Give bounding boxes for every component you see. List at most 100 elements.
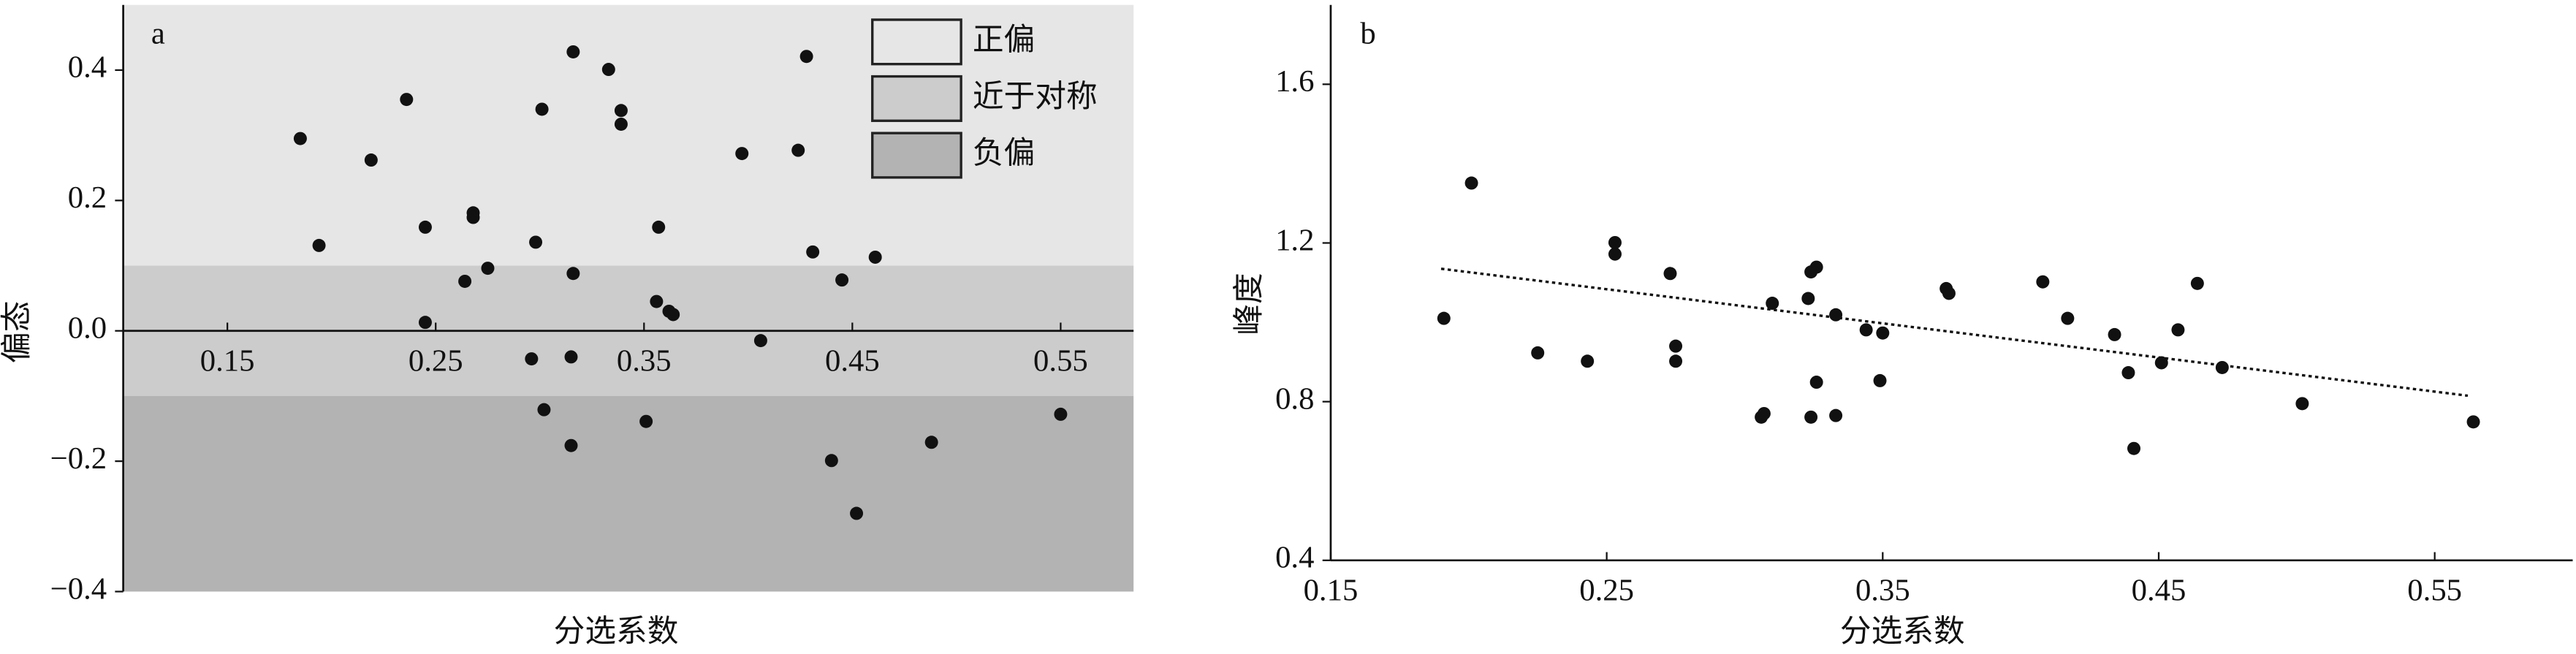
point — [1669, 354, 1683, 368]
point — [1581, 354, 1595, 368]
point — [2036, 275, 2050, 289]
point — [924, 436, 938, 449]
point — [2215, 360, 2229, 374]
point — [601, 63, 615, 77]
point — [806, 245, 820, 259]
point — [1464, 176, 1478, 190]
legend-swatch — [871, 18, 962, 66]
point — [2154, 356, 2168, 370]
point — [850, 506, 864, 520]
point — [481, 262, 495, 275]
point — [639, 414, 653, 428]
x-tick-label: 0.45 — [2132, 574, 2186, 608]
x-tick-label: 0.35 — [617, 344, 672, 379]
legend-swatch — [871, 132, 962, 179]
point — [2466, 415, 2480, 429]
point — [566, 45, 580, 58]
band — [123, 395, 1134, 592]
y-tick-label: 0.4 — [68, 50, 107, 85]
x-tick-label: 0.55 — [2407, 574, 2462, 608]
point — [564, 438, 578, 452]
point — [1531, 346, 1545, 360]
x-tick-label: 0.45 — [825, 344, 880, 379]
point — [868, 250, 882, 264]
point — [2190, 276, 2204, 290]
point — [1829, 308, 1843, 322]
point — [535, 102, 549, 116]
point — [293, 132, 307, 145]
panel-label: b — [1360, 16, 1375, 50]
point — [1809, 376, 1823, 389]
point — [364, 153, 378, 167]
point — [799, 50, 813, 64]
band — [123, 4, 1134, 266]
point — [1876, 326, 1890, 340]
legend-swatch — [871, 75, 962, 122]
point — [1757, 406, 1771, 420]
point — [753, 334, 767, 348]
legend-label: 正偏 — [973, 23, 1035, 57]
point — [650, 294, 664, 308]
point — [564, 350, 578, 364]
point — [1804, 410, 1818, 424]
point — [2061, 311, 2075, 325]
point — [418, 220, 432, 234]
y-axis-title: 峰度 — [1232, 273, 1266, 335]
point — [525, 352, 539, 366]
point — [2108, 327, 2121, 341]
point — [1859, 323, 1873, 337]
x-tick-label: 0.25 — [1579, 574, 1634, 608]
point — [791, 143, 805, 157]
y-tick-label: −0.4 — [50, 571, 107, 606]
y-tick-label: 0.4 — [1275, 541, 1314, 575]
point — [614, 117, 628, 131]
point — [1437, 311, 1451, 325]
point — [666, 308, 680, 322]
point — [312, 238, 326, 252]
point — [1873, 373, 1887, 387]
point — [735, 147, 749, 161]
x-tick-label: 0.15 — [1304, 574, 1359, 608]
legend-label: 负偏 — [973, 136, 1035, 170]
point — [1054, 407, 1068, 421]
point — [652, 220, 666, 234]
y-tick-label: 1.2 — [1275, 223, 1314, 257]
point — [824, 454, 838, 468]
y-tick-label: 0.0 — [68, 311, 107, 346]
point — [1608, 235, 1622, 249]
y-tick-label: 1.6 — [1275, 64, 1314, 99]
point — [1829, 408, 1843, 422]
panel-label: a — [151, 16, 165, 50]
x-tick-label: 0.35 — [1855, 574, 1910, 608]
x-tick-label: 0.55 — [1033, 344, 1088, 379]
point — [1608, 247, 1622, 261]
point — [1801, 292, 1815, 305]
y-axis-title: 偏态 — [0, 301, 34, 363]
point — [2171, 323, 2185, 337]
trend-line — [1440, 267, 2469, 398]
point — [566, 267, 580, 281]
point — [1942, 286, 1956, 300]
point — [2127, 441, 2140, 455]
point — [537, 403, 551, 417]
point — [1663, 267, 1677, 281]
x-axis-title: 分选系数 — [1840, 615, 1965, 649]
point — [1766, 297, 1779, 311]
point — [614, 104, 628, 118]
x-tick-label: 0.25 — [409, 344, 463, 379]
y-tick-label: 0.8 — [1275, 381, 1314, 416]
point — [2295, 397, 2309, 411]
point — [466, 210, 480, 224]
point — [458, 274, 472, 288]
point — [400, 93, 414, 107]
y-tick-label: −0.2 — [50, 441, 107, 476]
point — [1669, 339, 1683, 353]
point — [835, 273, 849, 287]
point — [529, 235, 543, 249]
point — [2121, 366, 2135, 380]
y-tick-label: 0.2 — [68, 180, 107, 215]
legend-label: 近于对称 — [973, 80, 1098, 114]
point — [418, 316, 432, 330]
x-tick-label: 0.15 — [200, 344, 255, 379]
